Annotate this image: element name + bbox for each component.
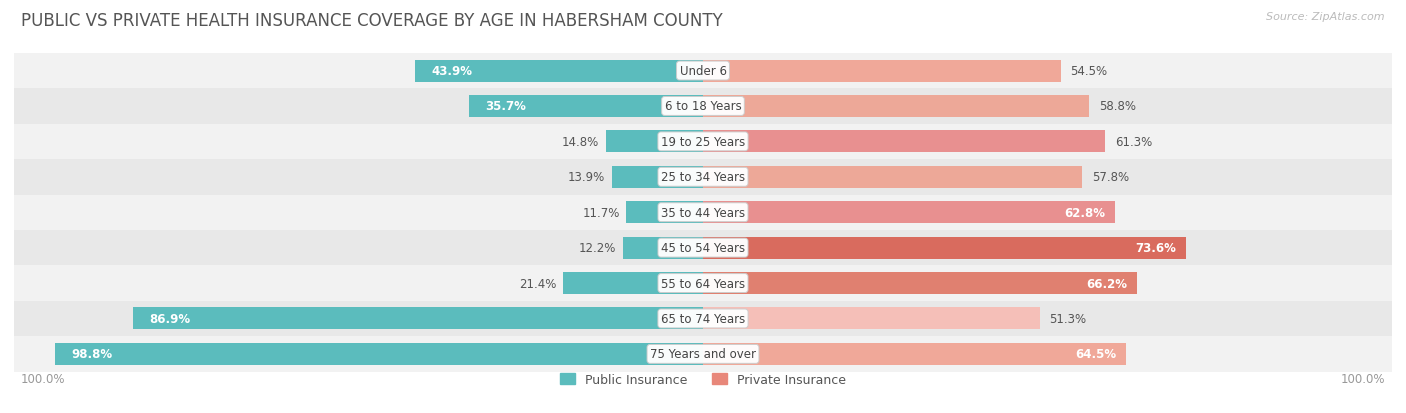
Bar	[14, 195, 1392, 230]
Text: 98.8%: 98.8%	[72, 348, 112, 361]
Text: 64.5%: 64.5%	[1076, 348, 1116, 361]
Bar	[14, 54, 1392, 89]
Bar	[14, 230, 1392, 266]
Text: 57.8%: 57.8%	[1092, 171, 1129, 184]
Bar	[703, 96, 1088, 118]
Text: 43.9%: 43.9%	[432, 65, 472, 78]
Bar	[14, 160, 1392, 195]
Text: 13.9%: 13.9%	[568, 171, 605, 184]
Text: 14.8%: 14.8%	[562, 135, 599, 149]
Text: 35 to 44 Years: 35 to 44 Years	[661, 206, 745, 219]
Bar	[703, 131, 1105, 153]
Bar	[14, 266, 1392, 301]
Bar	[703, 237, 1185, 259]
Bar	[132, 308, 703, 330]
Bar	[623, 237, 703, 259]
Text: 54.5%: 54.5%	[1070, 65, 1108, 78]
Bar	[468, 96, 703, 118]
Text: 73.6%: 73.6%	[1135, 242, 1175, 254]
Text: 51.3%: 51.3%	[1049, 312, 1087, 325]
Bar	[415, 60, 703, 82]
Text: Under 6: Under 6	[679, 65, 727, 78]
Text: 58.8%: 58.8%	[1098, 100, 1136, 113]
Text: 100.0%: 100.0%	[21, 372, 65, 385]
Text: 65 to 74 Years: 65 to 74 Years	[661, 312, 745, 325]
Text: 66.2%: 66.2%	[1087, 277, 1128, 290]
Text: 45 to 54 Years: 45 to 54 Years	[661, 242, 745, 254]
Text: 12.2%: 12.2%	[579, 242, 616, 254]
Bar	[14, 89, 1392, 124]
Bar	[14, 336, 1392, 372]
Bar	[626, 202, 703, 224]
Text: 86.9%: 86.9%	[149, 312, 190, 325]
Bar	[703, 202, 1115, 224]
Text: 75 Years and over: 75 Years and over	[650, 348, 756, 361]
Text: 62.8%: 62.8%	[1064, 206, 1105, 219]
Bar	[703, 273, 1137, 294]
Text: Source: ZipAtlas.com: Source: ZipAtlas.com	[1267, 12, 1385, 22]
Text: 21.4%: 21.4%	[519, 277, 555, 290]
Bar	[14, 124, 1392, 160]
Text: 100.0%: 100.0%	[1341, 372, 1385, 385]
Bar	[612, 166, 703, 188]
Bar	[703, 60, 1060, 82]
Text: 6 to 18 Years: 6 to 18 Years	[665, 100, 741, 113]
Text: 61.3%: 61.3%	[1115, 135, 1153, 149]
Bar	[562, 273, 703, 294]
Text: 11.7%: 11.7%	[582, 206, 620, 219]
Bar	[55, 343, 703, 365]
Text: PUBLIC VS PRIVATE HEALTH INSURANCE COVERAGE BY AGE IN HABERSHAM COUNTY: PUBLIC VS PRIVATE HEALTH INSURANCE COVER…	[21, 12, 723, 30]
Text: 35.7%: 35.7%	[485, 100, 526, 113]
Bar	[606, 131, 703, 153]
Text: 25 to 34 Years: 25 to 34 Years	[661, 171, 745, 184]
Legend: Public Insurance, Private Insurance: Public Insurance, Private Insurance	[555, 368, 851, 391]
Text: 55 to 64 Years: 55 to 64 Years	[661, 277, 745, 290]
Bar	[703, 343, 1126, 365]
Text: 19 to 25 Years: 19 to 25 Years	[661, 135, 745, 149]
Bar	[703, 166, 1083, 188]
Bar	[703, 308, 1039, 330]
Bar	[14, 301, 1392, 336]
